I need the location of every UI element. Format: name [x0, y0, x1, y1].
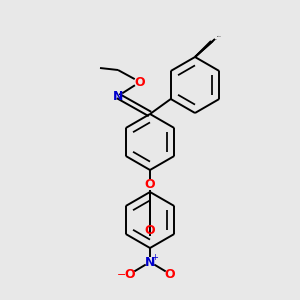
- Text: methyl: methyl: [213, 39, 218, 40]
- Text: N: N: [145, 256, 155, 268]
- Text: −: −: [117, 270, 127, 280]
- Text: N: N: [113, 89, 123, 103]
- Text: O: O: [125, 268, 135, 281]
- Text: O: O: [145, 178, 155, 190]
- Text: +: +: [152, 253, 158, 262]
- Text: methyl: methyl: [217, 36, 222, 37]
- Text: O: O: [145, 224, 155, 236]
- Text: O: O: [165, 268, 175, 281]
- Text: O: O: [135, 76, 145, 88]
